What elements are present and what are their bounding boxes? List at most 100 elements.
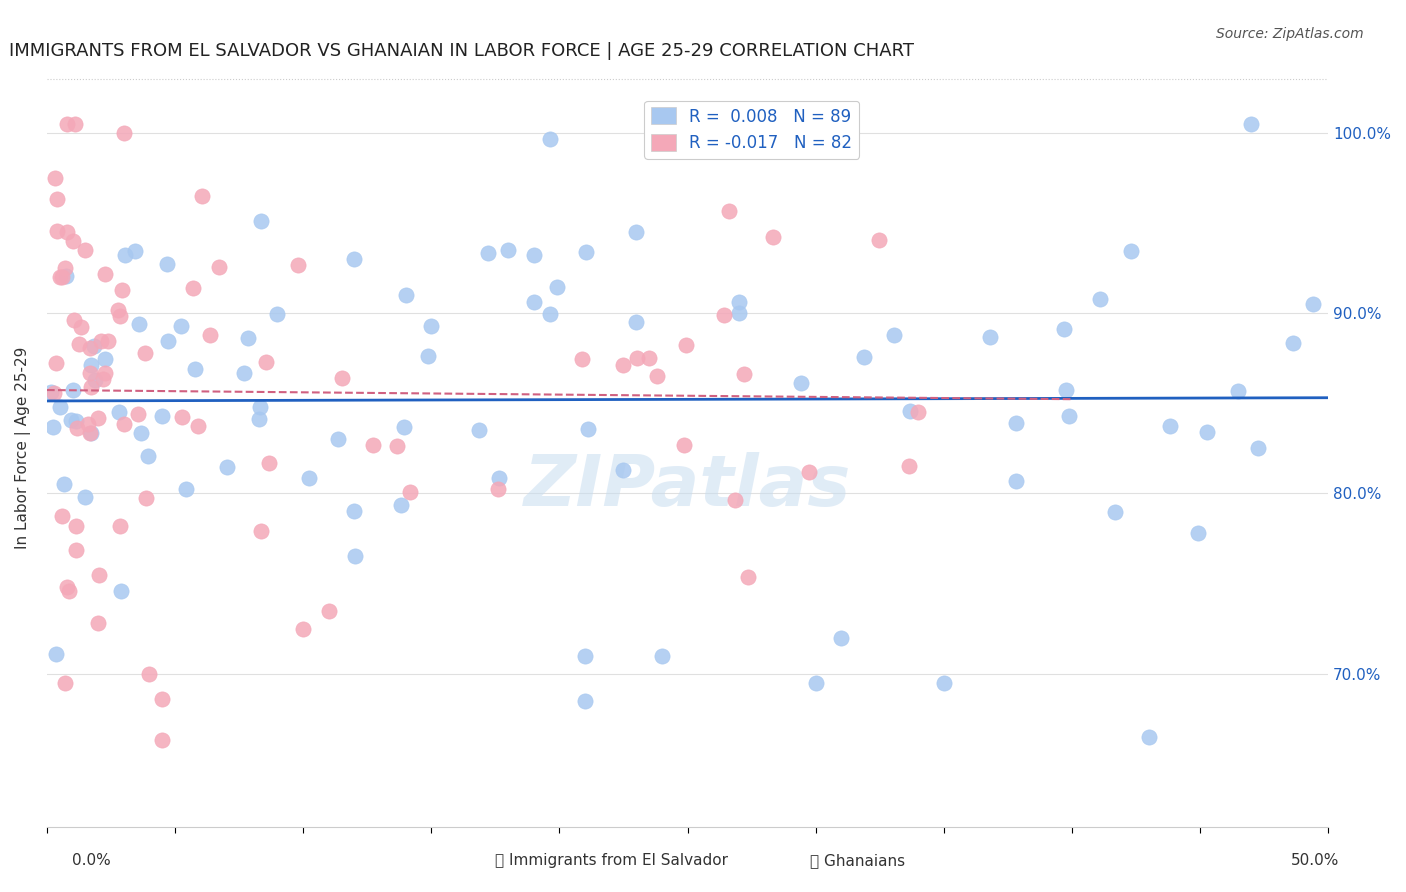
Point <box>574 693 596 707</box>
Point <box>62 383 84 397</box>
Point <box>727 295 749 310</box>
Point <box>114 247 136 261</box>
Point <box>257 457 280 471</box>
Point <box>254 355 277 369</box>
Point <box>63 117 86 131</box>
Point <box>1057 409 1080 424</box>
Point <box>1088 292 1111 306</box>
Point <box>62 313 84 327</box>
Point <box>1119 244 1142 259</box>
Point <box>75 490 97 504</box>
Point <box>318 603 340 617</box>
Point <box>250 214 273 228</box>
Point <box>49 400 72 414</box>
Point <box>546 280 568 294</box>
Point <box>1053 322 1076 336</box>
Point <box>174 482 197 496</box>
Point <box>298 471 321 485</box>
Point <box>477 246 499 260</box>
Point <box>49 270 72 285</box>
Point <box>1159 418 1181 433</box>
Point <box>1137 730 1160 744</box>
Point <box>398 484 420 499</box>
Point <box>112 417 135 431</box>
Point <box>645 369 668 384</box>
Point <box>830 631 852 645</box>
Point <box>53 675 76 690</box>
Text: 50.0%: 50.0% <box>1291 854 1339 868</box>
Point <box>1004 475 1026 489</box>
Point <box>804 675 827 690</box>
Point <box>41 385 63 400</box>
Point <box>626 225 648 239</box>
Point <box>416 349 439 363</box>
Point <box>979 330 1001 344</box>
Point <box>51 269 73 284</box>
Point <box>51 509 73 524</box>
Point <box>59 412 82 426</box>
Point <box>797 465 820 479</box>
Point <box>538 307 561 321</box>
Point <box>56 117 79 131</box>
Point <box>52 477 75 491</box>
Text: IMMIGRANTS FROM EL SALVADOR VS GHANAIAN IN LABOR FORCE | AGE 25-29 CORRELATION C: IMMIGRANTS FROM EL SALVADOR VS GHANAIAN … <box>8 42 914 60</box>
Point <box>128 317 150 331</box>
Point <box>385 440 408 454</box>
Point <box>44 170 66 185</box>
Point <box>66 421 89 435</box>
Point <box>183 362 205 376</box>
Point <box>626 351 648 365</box>
Point <box>44 386 66 401</box>
Point <box>150 691 173 706</box>
Point <box>249 400 271 414</box>
Point <box>1005 416 1028 430</box>
Point <box>55 268 77 283</box>
Point <box>67 336 90 351</box>
Point <box>45 647 67 661</box>
Point <box>134 346 156 360</box>
Point <box>45 356 67 370</box>
Point <box>65 519 87 533</box>
Point <box>62 234 84 248</box>
Point <box>1282 336 1305 351</box>
Point <box>713 308 735 322</box>
Point <box>111 283 134 297</box>
Text: ⬜ Ghanaians: ⬜ Ghanaians <box>810 854 905 868</box>
Point <box>110 584 132 599</box>
Point <box>762 230 785 244</box>
Point <box>853 350 876 364</box>
Point <box>79 366 101 380</box>
Point <box>79 341 101 355</box>
Point <box>94 366 117 380</box>
Point <box>1247 441 1270 455</box>
Point <box>575 245 598 260</box>
Point <box>1187 526 1209 541</box>
Point <box>651 648 673 663</box>
Point <box>150 409 173 423</box>
Point <box>94 267 117 281</box>
Point <box>343 504 366 518</box>
Point <box>80 425 103 440</box>
Point <box>96 334 118 348</box>
Point <box>170 410 193 425</box>
Point <box>343 549 366 564</box>
Point <box>1054 383 1077 397</box>
Point <box>89 568 111 582</box>
Point <box>65 542 87 557</box>
Point <box>87 616 110 631</box>
Point <box>150 733 173 747</box>
Point <box>250 524 273 538</box>
Point <box>883 328 905 343</box>
Point <box>45 224 67 238</box>
Point <box>1227 384 1250 399</box>
Point <box>724 492 747 507</box>
Point <box>737 569 759 583</box>
Point <box>107 303 129 318</box>
Point <box>181 281 204 295</box>
Point <box>538 132 561 146</box>
Point <box>56 580 79 594</box>
Point <box>83 373 105 387</box>
Point <box>86 410 108 425</box>
Point <box>1104 505 1126 519</box>
Point <box>496 243 519 257</box>
